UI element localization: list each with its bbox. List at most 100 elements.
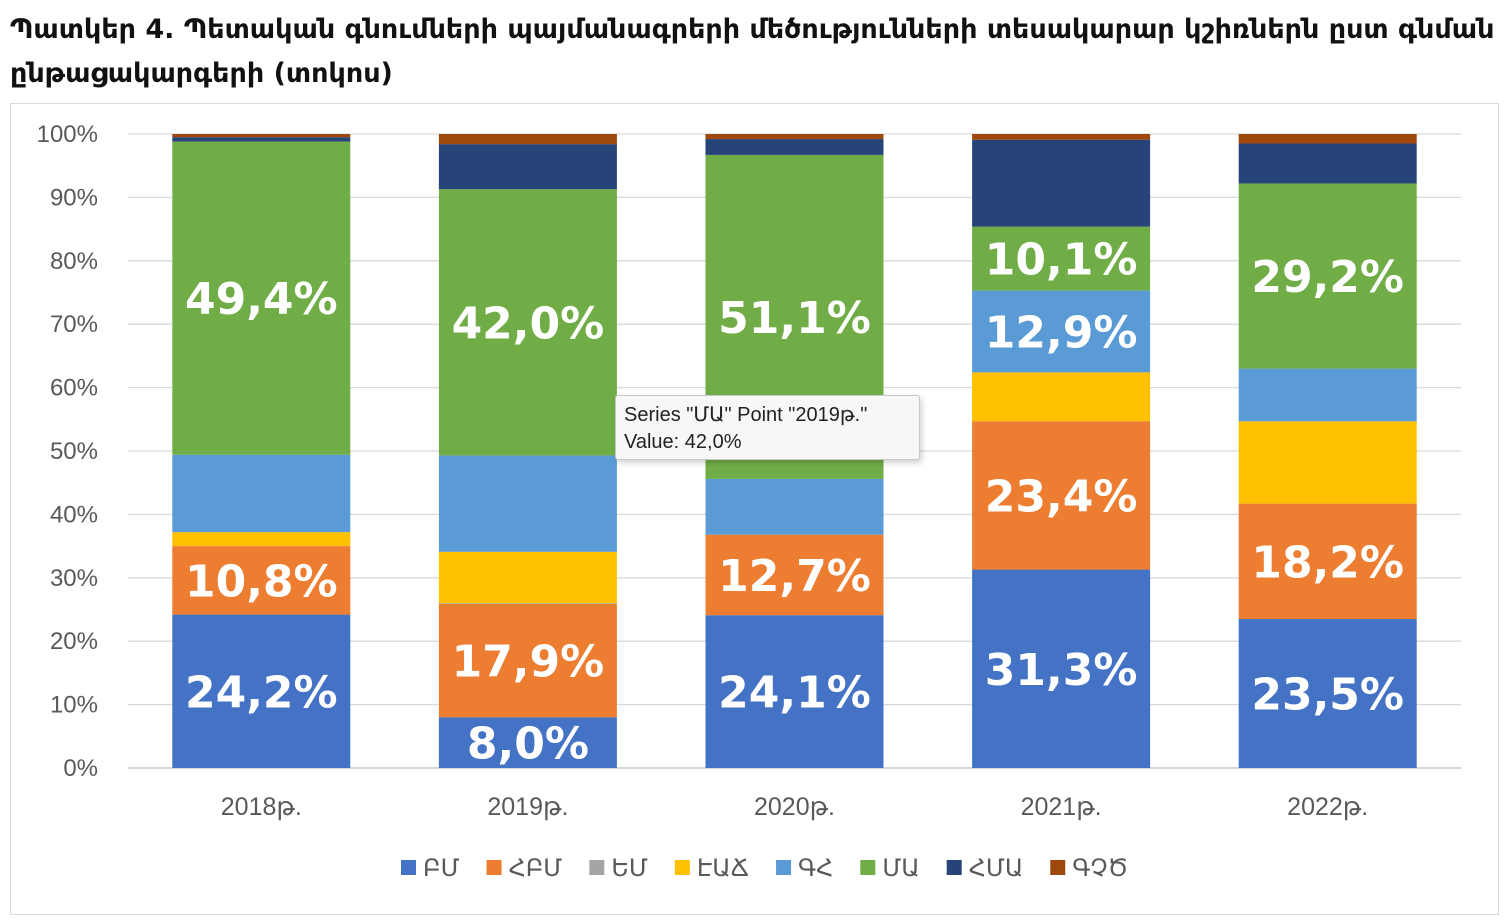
bar-segment[interactable]	[972, 134, 1151, 140]
data-label: 12,7%	[718, 551, 871, 602]
bar-segment[interactable]	[1238, 183, 1417, 369]
x-axis: 2018թ. 2019թ. 2020թ. 2021թ. 2022թ.	[221, 793, 1368, 821]
bar-segment[interactable]	[438, 189, 617, 456]
bar-segment[interactable]	[972, 139, 1151, 227]
y-tick-label: 60%	[50, 375, 98, 402]
data-label: 29,2%	[1251, 252, 1404, 303]
data-label: 24,2%	[185, 667, 338, 718]
bar-segment[interactable]	[172, 546, 351, 615]
bar-segment[interactable]	[172, 134, 351, 138]
legend-item[interactable]: ԵՄ	[589, 854, 648, 882]
bar-segment[interactable]	[438, 551, 617, 604]
bar-segment[interactable]	[972, 290, 1151, 373]
data-label: 42,0%	[452, 298, 605, 349]
data-label: 23,5%	[1251, 670, 1404, 721]
bar-segment[interactable]	[1238, 143, 1417, 184]
x-tick-label: 2022թ.	[1287, 793, 1368, 821]
bar-segment[interactable]	[972, 421, 1151, 570]
bar-segment[interactable]	[172, 141, 351, 455]
legend-item[interactable]: ԲՄ	[401, 854, 460, 882]
legend-item[interactable]: ՄԱ	[860, 854, 920, 882]
bars	[172, 134, 1417, 768]
legend-swatch	[776, 860, 792, 875]
legend-swatch	[401, 860, 416, 875]
y-tick-label: 80%	[50, 248, 98, 275]
legend-item[interactable]: ԷԱՃ	[674, 854, 749, 882]
bar-segment[interactable]	[438, 134, 617, 145]
bar-segment[interactable]	[172, 532, 351, 547]
legend-label: ՀԲՄ	[509, 854, 563, 882]
bar-segment[interactable]	[1238, 368, 1417, 422]
legend-label: ԵՄ	[611, 854, 648, 882]
y-tick-label: 50%	[50, 438, 98, 465]
legend-swatch	[946, 860, 962, 875]
y-tick-label: 40%	[50, 501, 98, 528]
bar-segment[interactable]	[705, 534, 884, 616]
bar-segment[interactable]	[172, 614, 351, 768]
x-tick-label: 2021թ.	[1021, 793, 1102, 821]
legend-label: ԳՉԾ	[1072, 854, 1128, 882]
legend-swatch	[1050, 860, 1066, 875]
bar-segment[interactable]	[438, 455, 617, 552]
y-tick-label: 30%	[50, 565, 98, 592]
x-tick-label: 2019թ.	[487, 793, 568, 821]
bar-segment[interactable]	[438, 603, 617, 604]
x-tick-label: 2020թ.	[754, 793, 835, 821]
legend-item[interactable]: ԳՀ	[776, 854, 833, 882]
legend: ԲՄ ՀԲՄ ԵՄ ԷԱՃ ԳՀ ՄԱ ՀՄԱ ԳՉԾ	[401, 854, 1128, 882]
bar-segment[interactable]	[705, 615, 884, 768]
data-label: 10,8%	[185, 556, 338, 607]
bar-segment[interactable]	[438, 717, 617, 768]
legend-label: ՄԱ	[882, 854, 919, 882]
y-tick-label: 70%	[50, 311, 98, 338]
bar-segment[interactable]	[1238, 134, 1417, 144]
bar-segment[interactable]	[1238, 503, 1417, 620]
bar-segment[interactable]	[438, 144, 617, 190]
bar-segment[interactable]	[1238, 421, 1417, 504]
bar-segment[interactable]	[705, 139, 884, 155]
data-label: 18,2%	[1251, 537, 1404, 588]
bar-segment[interactable]	[705, 134, 884, 140]
bar-segment[interactable]	[172, 137, 351, 142]
legend-label: ԲՄ	[423, 854, 460, 882]
y-axis: 0% 10% 20% 30% 40% 50% 60% 70% 80% 90% 100%	[37, 121, 98, 782]
data-label: 17,9%	[452, 637, 605, 688]
chart-area[interactable]: 0% 10% 20% 30% 40% 50% 60% 70% 80% 90% 100% 24,2% 1…	[10, 103, 1499, 915]
bar-segment[interactable]	[438, 603, 617, 718]
legend-item[interactable]: ՀԲՄ	[486, 854, 563, 882]
y-tick-label: 10%	[50, 692, 98, 719]
data-labels: 24,2% 10,8% 49,4% 8,0% 17,9% 42,0% 24,1% 12,7% 5…	[185, 235, 1404, 770]
data-label: 51,1%	[718, 293, 871, 344]
y-tick-label: 0%	[63, 755, 98, 782]
bar-segment[interactable]	[172, 454, 351, 533]
legend-swatch	[486, 860, 502, 875]
data-label: 10,1%	[985, 235, 1138, 286]
tooltip-series-point: Series "ՄԱ" Point "2019թ."	[624, 404, 868, 426]
y-tick-label: 90%	[50, 184, 98, 211]
x-tick-label: 2018թ.	[221, 793, 302, 821]
legend-label: ՀՄԱ	[969, 854, 1024, 882]
chart-title: Պատկեր 4. Պետական գնումների պայմանագրերի…	[10, 14, 1495, 89]
y-tick-label: 100%	[37, 121, 98, 148]
bar-segment[interactable]	[1238, 619, 1417, 768]
legend-swatch	[860, 860, 876, 875]
stacked-bar-chart[interactable]: 0% 10% 20% 30% 40% 50% 60% 70% 80% 90% 100% 24,2% 1…	[11, 104, 1498, 914]
bar-segment[interactable]	[972, 569, 1151, 768]
data-label: 12,9%	[985, 307, 1138, 358]
chart-tooltip: Series "ՄԱ" Point "2019թ." Value: 42,0%	[615, 395, 920, 460]
tooltip-value: Value: 42,0%	[624, 431, 742, 453]
data-label: 49,4%	[185, 274, 338, 325]
legend-swatch	[589, 860, 605, 875]
legend-swatch	[674, 860, 690, 875]
legend-item[interactable]: ԳՉԾ	[1050, 854, 1128, 882]
data-label: 24,1%	[718, 668, 871, 719]
data-label: 23,4%	[985, 471, 1138, 522]
bar-segment[interactable]	[972, 226, 1151, 291]
bar-segment[interactable]	[972, 372, 1151, 422]
legend-label: ԷԱՃ	[697, 854, 749, 882]
data-label: 8,0%	[467, 719, 589, 770]
y-tick-label: 20%	[50, 628, 98, 655]
bar-segment[interactable]	[705, 478, 884, 535]
legend-label: ԳՀ	[798, 854, 833, 882]
legend-item[interactable]: ՀՄԱ	[946, 854, 1024, 882]
